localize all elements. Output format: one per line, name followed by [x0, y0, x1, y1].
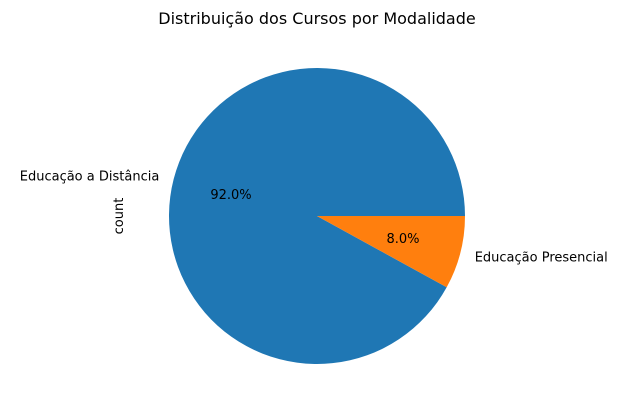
chart-title: Distribuição dos Cursos por Modalidade [158, 9, 475, 28]
slice-percent-label-1: 92.0% [210, 188, 251, 203]
y-axis-label: count [112, 198, 127, 235]
slice-percent-label-2: 8.0% [386, 232, 419, 247]
pie-slices [169, 67, 466, 364]
pie-slice-2 [317, 216, 465, 288]
slice-category-label-1: Educação a Distância [20, 170, 160, 185]
pie-labels: Educação a Distância 92.0% Educação Presen… [20, 170, 608, 266]
slice-category-label-2: Educação Presencial [475, 250, 608, 265]
pie-slice-1 [169, 67, 466, 364]
